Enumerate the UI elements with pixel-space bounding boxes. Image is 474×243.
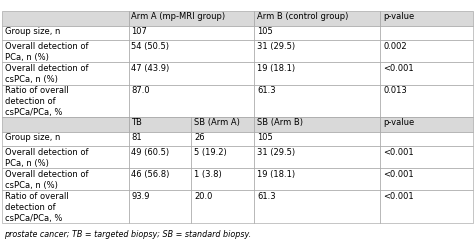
Bar [380, 85, 473, 117]
Bar [128, 191, 191, 223]
Text: <0.001: <0.001 [383, 170, 414, 179]
Bar [2, 132, 128, 146]
Bar [128, 146, 191, 168]
Text: 105: 105 [257, 133, 273, 142]
Text: Group size, n: Group size, n [5, 27, 61, 36]
Text: 0.013: 0.013 [383, 86, 407, 95]
Text: 1 (3.8): 1 (3.8) [194, 170, 222, 179]
Text: Overall detection of
csPCa, n (%): Overall detection of csPCa, n (%) [5, 170, 89, 190]
Bar [128, 62, 254, 85]
Text: 20.0: 20.0 [194, 192, 212, 201]
Text: 107: 107 [131, 27, 147, 36]
Text: 93.9: 93.9 [131, 192, 150, 201]
Bar [380, 117, 473, 132]
Bar [2, 146, 128, 168]
Bar [254, 191, 380, 223]
Bar [191, 117, 254, 132]
Text: Ratio of overall
detection of
csPCa/PCa, %: Ratio of overall detection of csPCa/PCa,… [5, 192, 69, 223]
Bar [128, 117, 191, 132]
Bar [254, 132, 380, 146]
Text: 105: 105 [257, 27, 273, 36]
Bar [380, 62, 473, 85]
Bar [254, 40, 380, 62]
Text: 49 (60.5): 49 (60.5) [131, 148, 170, 157]
Bar [380, 146, 473, 168]
Text: 46 (56.8): 46 (56.8) [131, 170, 170, 179]
Bar [191, 132, 254, 146]
Bar [2, 168, 128, 191]
Text: TB: TB [131, 118, 142, 127]
Bar [2, 85, 128, 117]
Bar [380, 132, 473, 146]
Text: SB (Arm B): SB (Arm B) [257, 118, 303, 127]
Text: Overall detection of
csPCa, n (%): Overall detection of csPCa, n (%) [5, 64, 89, 84]
Bar [191, 191, 254, 223]
Text: 5 (19.2): 5 (19.2) [194, 148, 227, 157]
Bar [254, 62, 380, 85]
Bar [254, 11, 380, 26]
Text: <0.001: <0.001 [383, 148, 414, 157]
Bar [2, 62, 128, 85]
Bar [128, 26, 254, 40]
Bar [2, 11, 128, 26]
Bar [254, 117, 380, 132]
Text: 19 (18.1): 19 (18.1) [257, 170, 295, 179]
Bar [380, 191, 473, 223]
Bar [128, 11, 254, 26]
Text: Arm A (mp-MRI group): Arm A (mp-MRI group) [131, 12, 226, 21]
Text: SB (Arm A): SB (Arm A) [194, 118, 240, 127]
Bar [128, 40, 254, 62]
Text: 0.002: 0.002 [383, 42, 407, 51]
Bar [2, 26, 128, 40]
Text: prostate cancer; TB = targeted biopsy; SB = standard biopsy.: prostate cancer; TB = targeted biopsy; S… [4, 230, 251, 239]
Text: Group size, n: Group size, n [5, 133, 61, 142]
Bar [2, 40, 128, 62]
Text: p-value: p-value [383, 118, 414, 127]
Text: 19 (18.1): 19 (18.1) [257, 64, 295, 73]
Text: 31 (29.5): 31 (29.5) [257, 148, 295, 157]
Bar [128, 132, 191, 146]
Text: 61.3: 61.3 [257, 86, 276, 95]
Text: 54 (50.5): 54 (50.5) [131, 42, 169, 51]
Text: 26: 26 [194, 133, 205, 142]
Bar [2, 117, 128, 132]
Bar [254, 146, 380, 168]
Text: Overall detection of
PCa, n (%): Overall detection of PCa, n (%) [5, 42, 89, 62]
Bar [2, 191, 128, 223]
Text: 81: 81 [131, 133, 142, 142]
Bar [254, 168, 380, 191]
Bar [380, 26, 473, 40]
Text: <0.001: <0.001 [383, 192, 414, 201]
Text: 47 (43.9): 47 (43.9) [131, 64, 170, 73]
Bar [380, 40, 473, 62]
Text: p-value: p-value [383, 12, 414, 21]
Bar [191, 168, 254, 191]
Text: <0.001: <0.001 [383, 64, 414, 73]
Bar [128, 168, 191, 191]
Text: 31 (29.5): 31 (29.5) [257, 42, 295, 51]
Bar [254, 85, 380, 117]
Bar [380, 168, 473, 191]
Bar [191, 146, 254, 168]
Text: Ratio of overall
detection of
csPCa/PCa, %: Ratio of overall detection of csPCa/PCa,… [5, 86, 69, 117]
Bar [128, 85, 254, 117]
Bar [380, 11, 473, 26]
Text: Arm B (control group): Arm B (control group) [257, 12, 348, 21]
Bar [254, 26, 380, 40]
Text: 61.3: 61.3 [257, 192, 276, 201]
Text: Overall detection of
PCa, n (%): Overall detection of PCa, n (%) [5, 148, 89, 168]
Text: 87.0: 87.0 [131, 86, 150, 95]
